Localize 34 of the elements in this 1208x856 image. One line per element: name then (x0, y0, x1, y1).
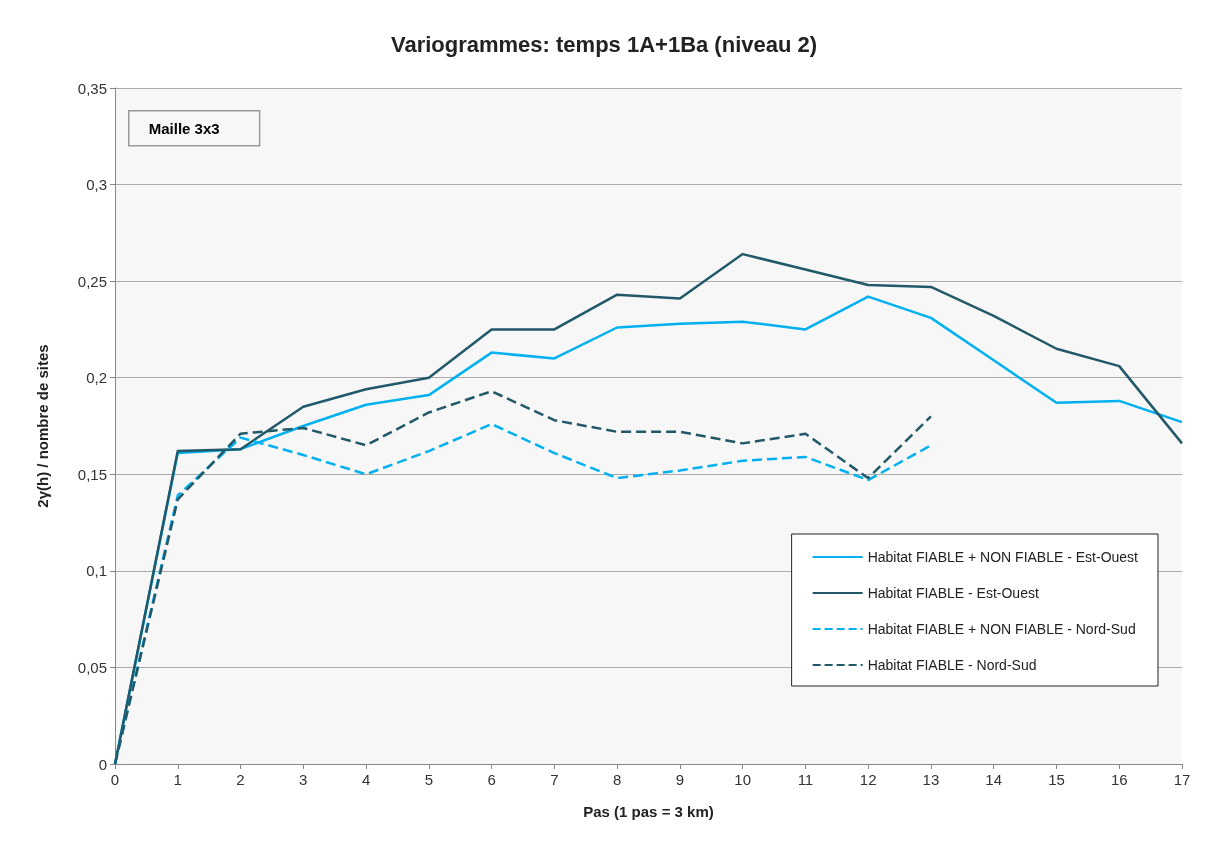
x-tick-label: 1 (173, 771, 182, 788)
y-tick-label: 0,35 (77, 79, 107, 97)
x-tick-label: 8 (612, 771, 622, 788)
y-tick-label: 0,2 (86, 369, 107, 387)
x-tick-label: 10 (734, 771, 751, 788)
legend-label: Habitat FIABLE - Nord-Sud (867, 657, 1037, 673)
x-tick-label: 5 (424, 771, 433, 788)
y-tick-label: 0 (98, 755, 107, 773)
x-tick-label: 0 (110, 771, 120, 788)
x-tick-label: 13 (922, 771, 940, 788)
y-tick-label: 0,25 (77, 272, 107, 290)
x-tick-label: 17 (1173, 771, 1191, 788)
x-tick-label: 15 (1048, 771, 1065, 788)
y-tick-label: 0,1 (86, 562, 107, 580)
x-tick-label: 4 (361, 771, 371, 788)
x-tick-label: 12 (859, 771, 877, 788)
annotation: Maille 3x3 (148, 119, 220, 137)
legend-label: Habitat FIABLE - Est-Ouest (867, 585, 1039, 601)
x-tick-label: 14 (985, 771, 1003, 788)
x-axis-title: Pas (1 pas = 3 km) (583, 803, 714, 820)
x-tick-label: 3 (299, 771, 308, 788)
x-tick-label: 16 (1110, 771, 1128, 788)
legend-label: Habitat FIABLE + NON FIABLE - Nord-Sud (867, 621, 1136, 637)
x-tick-label: 9 (675, 771, 685, 788)
y-tick-label: 0,15 (77, 465, 107, 483)
x-tick-label: 2 (236, 771, 245, 788)
x-tick-label: 11 (797, 771, 814, 788)
y-tick-label: 0,05 (77, 658, 107, 676)
y-tick-label: 0,3 (86, 176, 107, 194)
y-axis-title: 2γ(h) / nombre de sites (34, 344, 51, 508)
x-tick-label: 6 (487, 771, 496, 788)
legend-label: Habitat FIABLE + NON FIABLE - Est-Ouest (867, 549, 1139, 565)
chart-title: Variogrammes: temps 1A+1Ba (niveau 2) (390, 31, 818, 57)
x-tick-label: 7 (550, 771, 559, 788)
